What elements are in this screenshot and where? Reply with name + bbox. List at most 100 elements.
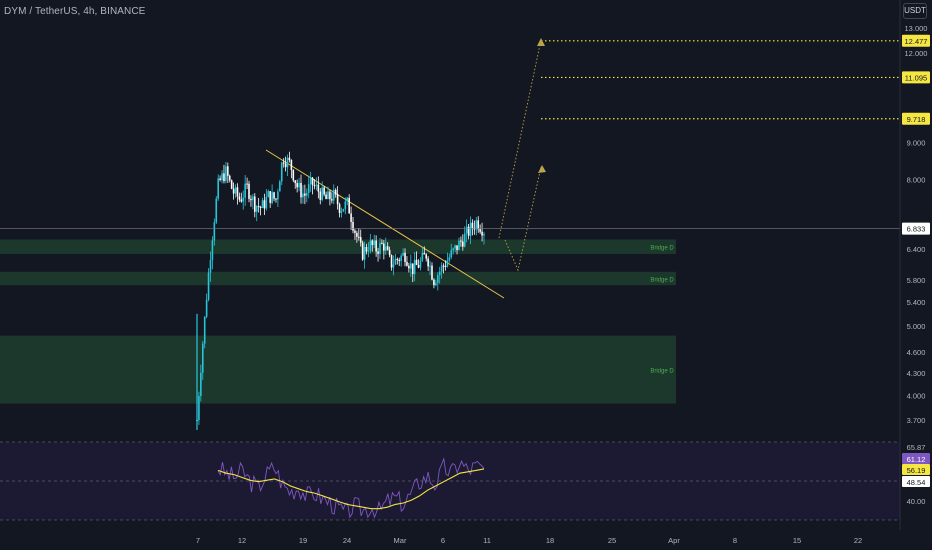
- candle-body: [223, 173, 225, 182]
- candle-body: [259, 206, 262, 208]
- target-price-label: 12.477: [905, 37, 928, 46]
- rsi-tick-label: 61.12: [907, 455, 926, 464]
- candle-body: [248, 183, 250, 199]
- candle-body: [290, 160, 293, 170]
- candle-body: [413, 259, 416, 275]
- candle-body: [423, 252, 426, 255]
- candle-body: [388, 249, 391, 255]
- zone-label: Bridge D: [650, 278, 674, 284]
- rsi-axis[interactable]: 65.87 61.12 56.19 48.54 40.00: [902, 443, 930, 506]
- candle-body: [427, 258, 429, 267]
- target-price-badge: [902, 71, 930, 84]
- price-tick-label: 8.000: [907, 175, 926, 184]
- candle-body: [198, 395, 200, 421]
- price-tick-label: 4.600: [907, 348, 926, 357]
- price-tick-label: 6.400: [907, 245, 926, 254]
- candle-body: [354, 230, 356, 233]
- candle-body: [234, 187, 237, 194]
- candle-body: [346, 197, 349, 202]
- candle-body: [425, 254, 428, 259]
- candle-body: [331, 199, 333, 201]
- candle-body: [383, 243, 385, 251]
- candle-body: [207, 272, 210, 300]
- candle-body: [365, 246, 368, 252]
- candle-body: [252, 196, 254, 201]
- candle-body: [227, 166, 229, 176]
- candle-body: [386, 246, 389, 250]
- candle-body: [230, 180, 233, 189]
- support-zone: [0, 271, 676, 286]
- candle-body: [201, 343, 204, 373]
- candle-body: [319, 191, 322, 200]
- candle-body: [442, 265, 445, 267]
- candle-body: [419, 260, 422, 268]
- candle-body: [232, 188, 235, 194]
- target-price-badge: [902, 112, 930, 125]
- candle-body: [415, 259, 418, 265]
- candle-body: [271, 192, 273, 203]
- price-tick-label: 5.400: [907, 298, 926, 307]
- targets-layer: 12.477 11.095 9.718: [541, 34, 930, 125]
- candle-body: [217, 178, 219, 199]
- candle-body: [471, 222, 474, 228]
- time-tick-label: 11: [483, 536, 491, 545]
- candle-body: [350, 213, 352, 222]
- support-zone: [0, 239, 676, 254]
- candle-body: [294, 180, 297, 184]
- candle-body: [436, 275, 439, 283]
- time-tick-label: 12: [238, 536, 246, 545]
- candle-body: [440, 265, 443, 272]
- candle-body: [479, 229, 481, 232]
- candle-body: [481, 231, 483, 236]
- candle-body: [273, 192, 275, 199]
- candle-body: [284, 163, 287, 168]
- rsi-value-badge: [902, 476, 930, 487]
- time-tick-label: 24: [343, 536, 351, 545]
- candle-body: [282, 162, 285, 164]
- candle-body: [342, 208, 345, 212]
- candle-body: [279, 181, 281, 192]
- zone-label: Bridge D: [650, 369, 674, 375]
- candle-body: [323, 187, 325, 195]
- currency-button[interactable]: USDT: [903, 3, 927, 19]
- candle-body: [244, 183, 246, 198]
- candle-body: [298, 182, 300, 188]
- candle-body: [265, 197, 268, 209]
- price-axis[interactable]: 6.833 13.000 12.000 9.000 8.000 6.400 5.800 5.4…: [902, 24, 930, 425]
- candle-body: [344, 201, 347, 209]
- candle-body: [411, 263, 414, 275]
- candle-body: [302, 193, 304, 198]
- candle-body: [321, 187, 324, 200]
- price-tick-label: 5.000: [907, 322, 926, 331]
- candle-body: [410, 263, 412, 269]
- candle-body: [317, 184, 320, 192]
- candle-body: [263, 200, 266, 209]
- candle-body: [396, 258, 399, 260]
- price-tick-label: 12.000: [905, 49, 928, 58]
- candle-body: [452, 248, 454, 251]
- candle-body: [433, 279, 435, 286]
- candle-body: [304, 193, 306, 196]
- time-tick-label: Mar: [394, 536, 407, 545]
- target-price-label: 11.095: [905, 73, 927, 82]
- candle-body: [431, 265, 433, 280]
- price-tick-label: 9.000: [907, 139, 926, 148]
- candle-body: [203, 316, 206, 344]
- time-axis[interactable]: 7 12 19 24 Mar 6 11 18 25 Apr 8 15 22: [196, 536, 862, 545]
- candles-layer: [196, 151, 485, 430]
- candle-body: [277, 191, 279, 200]
- candle-body: [221, 173, 223, 181]
- candle-body: [475, 220, 478, 230]
- rsi-ma-line: [217, 468, 485, 510]
- rsi-tick-label: 48.54: [907, 478, 926, 487]
- candle-body: [458, 240, 460, 251]
- candle-body: [417, 264, 420, 268]
- price-tick-label: 4.000: [907, 392, 926, 401]
- candle-body: [446, 260, 449, 267]
- candle-body: [465, 226, 468, 234]
- candle-body: [408, 265, 410, 269]
- candle-body: [213, 222, 216, 241]
- candle-body: [392, 264, 395, 268]
- symbol-title[interactable]: DYM / TetherUS, 4h, BINANCE: [4, 6, 146, 17]
